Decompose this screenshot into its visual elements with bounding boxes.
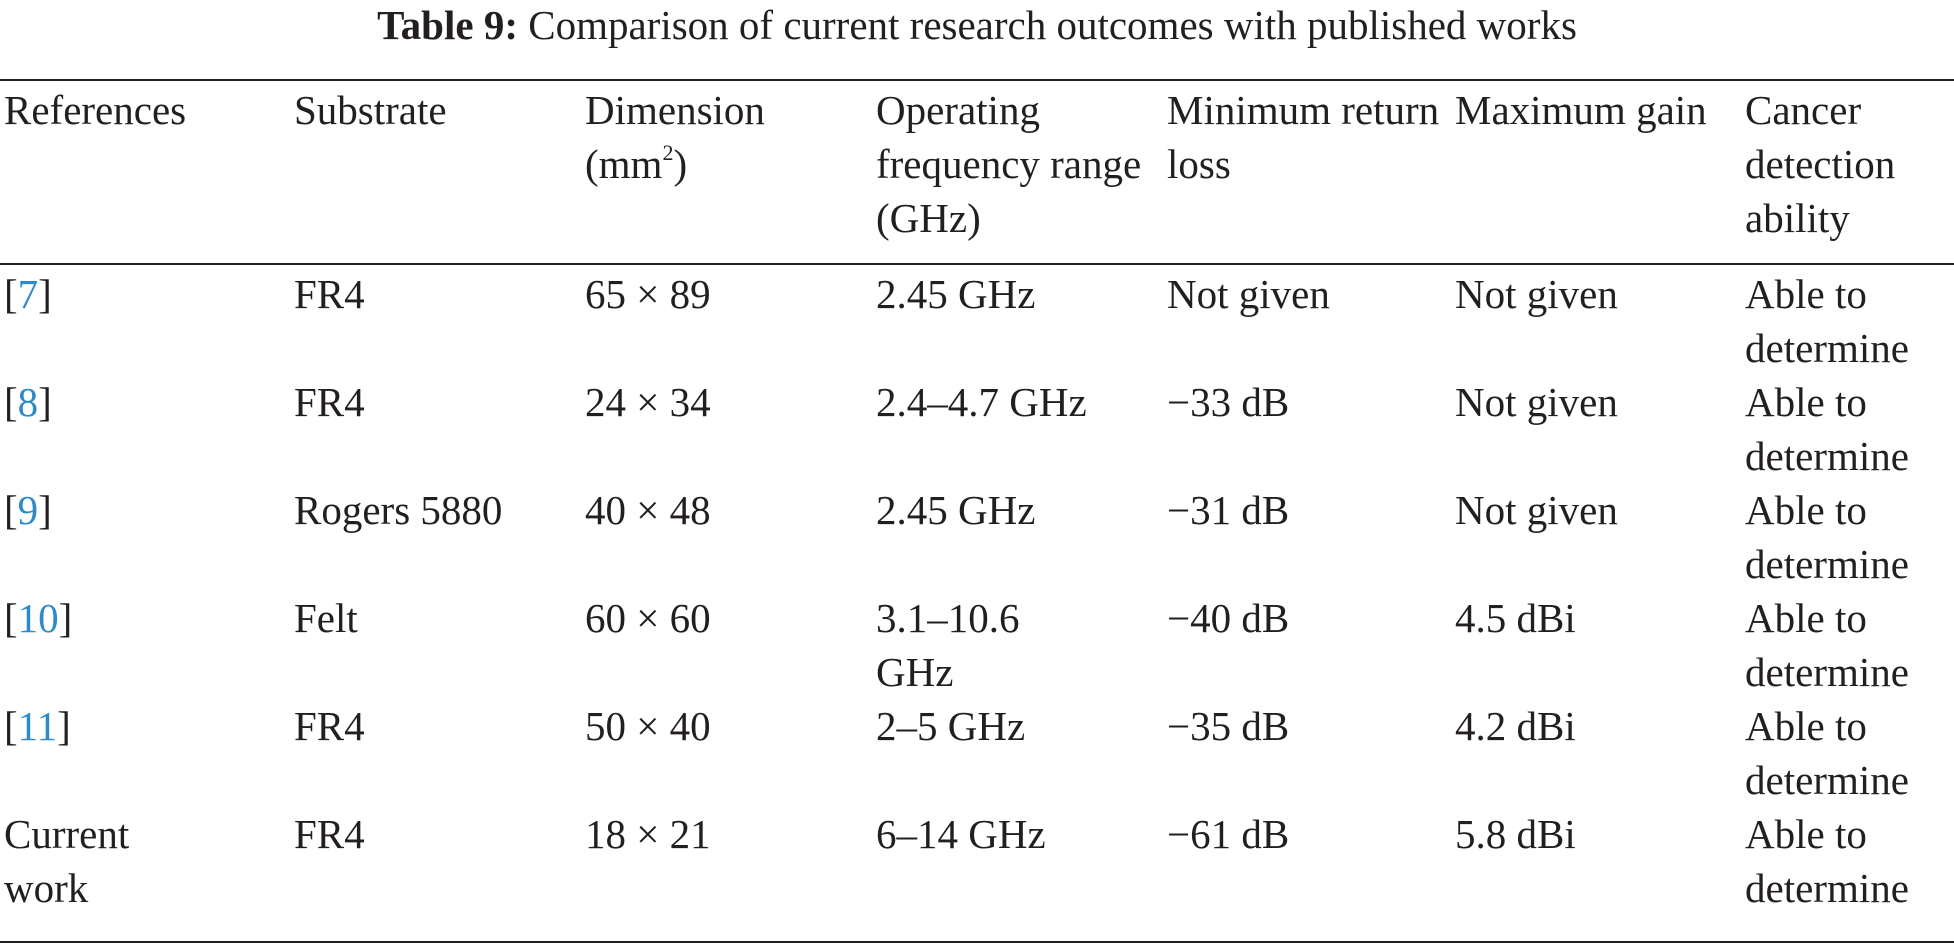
cell-detection-ability: Able to determine	[1745, 271, 1909, 371]
column-header-dimension: Dimension (mm2)	[585, 83, 876, 263]
cell-gain: Not given	[1455, 487, 1618, 533]
ref-bracket-open: [	[4, 595, 18, 641]
cell-return-loss: −31 dB	[1167, 487, 1290, 533]
cell-reference: [10]	[4, 591, 294, 699]
cell-dimension: 24 × 34	[585, 379, 711, 425]
cell-reference: [9]	[4, 483, 294, 591]
column-header-substrate: Substrate	[294, 87, 447, 133]
table-row: [9] Rogers 5880 40 × 48 2.45 GHz −31 dB …	[4, 483, 1954, 591]
cell-return-loss: −40 dB	[1167, 595, 1290, 641]
cell-frequency: 2–5 GHz	[876, 703, 1026, 749]
reference-link[interactable]: 7	[17, 271, 39, 317]
cell-return-loss: Not given	[1167, 271, 1330, 317]
comparison-table: References Substrate Dimension (mm2) Ope…	[4, 83, 1954, 915]
table-row: [7] FR4 65 × 89 2.45 GHz Not given Not g…	[4, 263, 1954, 375]
table-caption: Table 9: Comparison of current research …	[0, 0, 1954, 52]
ref-bracket-open: [	[4, 379, 18, 425]
cell-detection-ability: Able to determine	[1745, 379, 1909, 479]
table-caption-title: Comparison of current research outcomes …	[528, 2, 1577, 48]
cell-frequency: 6–14 GHz	[876, 811, 1046, 857]
cell-gain: 4.5 dBi	[1455, 595, 1576, 641]
table-row: Current work FR4 18 × 21 6–14 GHz −61 dB…	[4, 807, 1954, 915]
cell-substrate: Rogers 5880	[294, 487, 503, 533]
cell-substrate: FR4	[294, 811, 365, 857]
table-row: [10] Felt 60 × 60 3.1–10.6 GHz −40 dB 4.…	[4, 591, 1954, 699]
cell-return-loss: −35 dB	[1167, 703, 1290, 749]
cell-detection-ability: Able to determine	[1745, 811, 1909, 911]
cell-frequency: 2.4–4.7 GHz	[876, 379, 1087, 425]
table-bottom-rule	[0, 941, 1954, 943]
table-row: [11] FR4 50 × 40 2–5 GHz −35 dB 4.2 dBi …	[4, 699, 1954, 807]
ref-bracket-close: ]	[38, 487, 52, 533]
cell-substrate: FR4	[294, 271, 365, 317]
dimension-unit-superscript: 2	[662, 140, 674, 165]
column-header-gain: Maximum gain	[1455, 87, 1707, 133]
cell-gain: Not given	[1455, 271, 1618, 317]
table-header-row: References Substrate Dimension (mm2) Ope…	[4, 83, 1954, 263]
dimension-header-text: Dimension (mm	[585, 87, 765, 187]
cell-dimension: 50 × 40	[585, 703, 711, 749]
reference-link[interactable]: 8	[17, 379, 39, 425]
ref-bracket-open: [	[4, 703, 18, 749]
cell-detection-ability: Able to determine	[1745, 703, 1909, 803]
cell-dimension: 40 × 48	[585, 487, 711, 533]
cell-return-loss: −61 dB	[1167, 811, 1290, 857]
cell-detection-ability: Able to determine	[1745, 595, 1909, 695]
cell-reference: [8]	[4, 375, 294, 483]
table-header-rule	[0, 263, 1954, 265]
cell-detection-ability: Able to determine	[1745, 487, 1909, 587]
cell-frequency: 3.1–10.6 GHz	[876, 595, 1020, 695]
cell-reference: Current work	[4, 811, 130, 911]
cell-gain: 4.2 dBi	[1455, 703, 1576, 749]
ref-bracket-close: ]	[58, 595, 73, 641]
ref-bracket-close: ]	[38, 271, 52, 317]
ref-bracket-open: [	[4, 271, 18, 317]
cell-reference: [7]	[4, 263, 294, 375]
reference-link[interactable]: 9	[17, 487, 39, 533]
table-top-rule	[0, 79, 1954, 81]
cell-substrate: FR4	[294, 379, 365, 425]
ref-bracket-close: ]	[57, 703, 71, 749]
cell-dimension: 60 × 60	[585, 595, 711, 641]
cell-substrate: Felt	[294, 595, 358, 641]
cell-gain: Not given	[1455, 379, 1618, 425]
ref-bracket-open: [	[4, 487, 18, 533]
column-header-references: References	[4, 87, 187, 133]
table-caption-label: Table 9:	[377, 2, 518, 48]
column-header-cancer-detection: Cancer detection ability	[1745, 87, 1896, 241]
cell-reference: [11]	[4, 699, 294, 807]
reference-link[interactable]: 11	[17, 703, 58, 749]
cell-dimension: 65 × 89	[585, 271, 711, 317]
cell-return-loss: −33 dB	[1167, 379, 1290, 425]
cell-gain: 5.8 dBi	[1455, 811, 1576, 857]
column-header-return-loss: Minimum return loss	[1167, 87, 1440, 187]
cell-frequency: 2.45 GHz	[876, 487, 1036, 533]
cell-frequency: 2.45 GHz	[876, 271, 1036, 317]
dimension-unit-close: )	[673, 141, 688, 187]
cell-substrate: FR4	[294, 703, 365, 749]
ref-bracket-close: ]	[38, 379, 52, 425]
cell-dimension: 18 × 21	[585, 811, 711, 857]
table-row: [8] FR4 24 × 34 2.4–4.7 GHz −33 dB Not g…	[4, 375, 1954, 483]
column-header-frequency: Operating frequency range (GHz)	[876, 87, 1142, 241]
reference-link[interactable]: 10	[17, 595, 59, 641]
